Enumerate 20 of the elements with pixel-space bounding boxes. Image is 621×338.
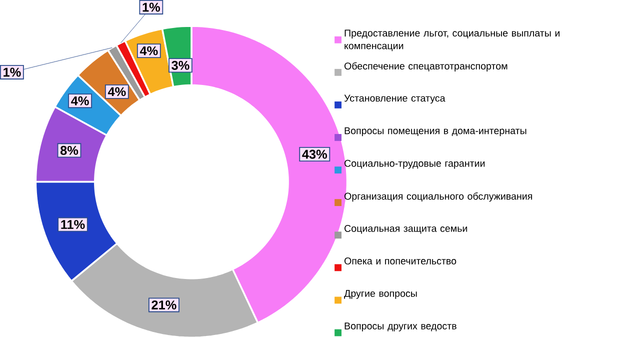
- data-label: 3%: [172, 60, 190, 70]
- data-label: 11%: [61, 220, 85, 229]
- data-label: 4%: [71, 96, 89, 106]
- data-label: 8%: [60, 146, 78, 155]
- legend-label: Обеспечение спецавтотранспортом: [344, 62, 508, 72]
- legend-label: Организация социального обслуживания: [344, 192, 532, 202]
- legend-label: Другие вопросы: [344, 290, 417, 299]
- data-label: 21%: [152, 300, 176, 310]
- data-label: 1%: [142, 2, 160, 12]
- data-label: 4%: [140, 46, 158, 56]
- data-label: 1%: [4, 68, 21, 76]
- legend-label: Вопросы помещения в дома-интернаты: [344, 127, 526, 136]
- data-label: 4%: [108, 86, 126, 96]
- legend-label: Социальная защита семьи: [344, 224, 468, 234]
- data-label: 43%: [302, 150, 327, 159]
- legend-label: Опека и попечительство: [344, 257, 456, 264]
- legend-label: Установление статуса: [344, 94, 446, 104]
- legend-label: Предоставление льгот, социальные выплаты и компенсации: [344, 29, 560, 51]
- legend-label: Социально-трудовые гарантии: [344, 160, 485, 169]
- legend-label: Вопросы других ведоств: [344, 322, 456, 332]
